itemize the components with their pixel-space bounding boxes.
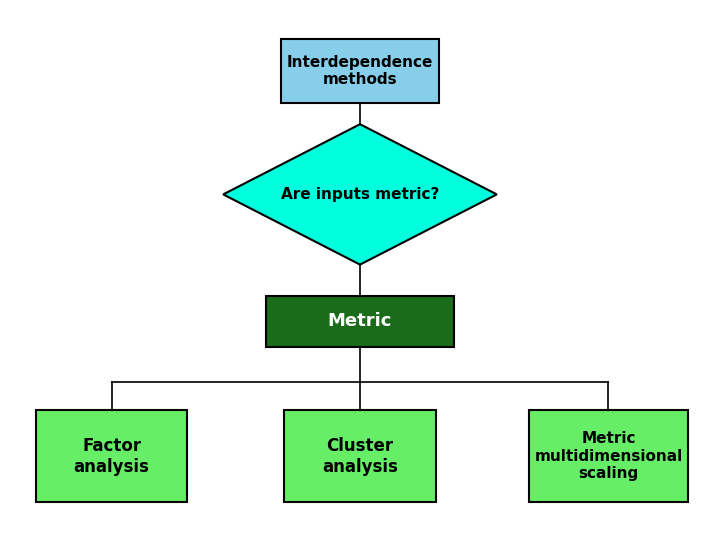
- FancyBboxPatch shape: [281, 39, 439, 103]
- FancyBboxPatch shape: [36, 410, 187, 502]
- Text: Are inputs metric?: Are inputs metric?: [281, 187, 439, 202]
- FancyBboxPatch shape: [529, 410, 688, 502]
- Text: Cluster
analysis: Cluster analysis: [322, 437, 398, 476]
- FancyBboxPatch shape: [266, 296, 454, 347]
- Text: Metric: Metric: [328, 312, 392, 330]
- Polygon shape: [223, 124, 497, 265]
- FancyBboxPatch shape: [284, 410, 436, 502]
- Text: Interdependence
methods: Interdependence methods: [287, 55, 433, 87]
- Text: Metric
multidimensional
scaling: Metric multidimensional scaling: [534, 431, 683, 481]
- Text: Factor
analysis: Factor analysis: [73, 437, 150, 476]
